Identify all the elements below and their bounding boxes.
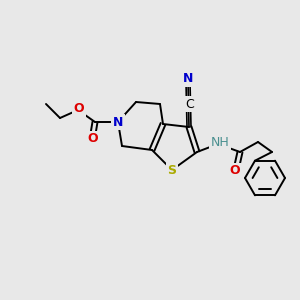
Text: N: N [183, 73, 193, 85]
Text: O: O [88, 133, 98, 146]
Text: S: S [167, 164, 176, 176]
Text: NH: NH [211, 136, 230, 149]
Text: C: C [186, 98, 194, 110]
Text: O: O [230, 164, 240, 178]
Text: O: O [74, 103, 84, 116]
Text: N: N [113, 116, 123, 128]
